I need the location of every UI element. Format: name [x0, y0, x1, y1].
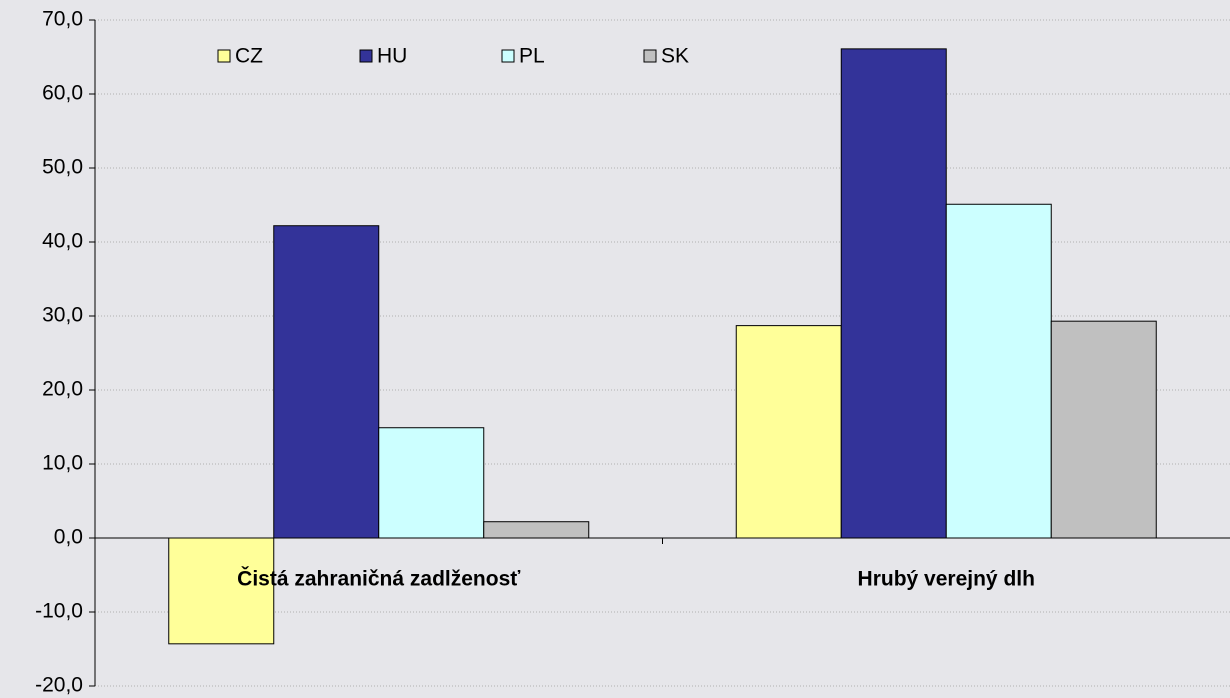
legend-label: PL [519, 45, 545, 68]
y-tick-label: 10,0 [42, 452, 83, 475]
y-tick-label: 20,0 [42, 378, 83, 401]
bar [735, 325, 842, 539]
y-tick-label: 70,0 [42, 8, 83, 31]
x-tick-label: Čistá zahraničná zadlženosť [237, 567, 521, 591]
bar [378, 427, 485, 539]
legend-label: CZ [235, 45, 263, 68]
y-tick-label: 60,0 [42, 82, 83, 105]
legend-label: HU [377, 45, 407, 68]
y-tick-label: 50,0 [42, 156, 83, 179]
y-tick-label: 40,0 [42, 230, 83, 253]
bar [483, 521, 590, 539]
y-tick-label: -10,0 [35, 600, 83, 623]
bar [840, 48, 947, 539]
bar [273, 225, 380, 539]
bar [168, 537, 275, 645]
legend-swatch [217, 49, 231, 63]
bar [1050, 320, 1157, 539]
x-tick-label: Hrubý verejný dlh [858, 568, 1035, 591]
bar [945, 203, 1052, 539]
legend-swatch [359, 49, 373, 63]
y-tick-label: 30,0 [42, 304, 83, 327]
y-tick-label: -20,0 [35, 674, 83, 697]
legend-swatch [501, 49, 515, 63]
y-tick-label: 0,0 [54, 526, 83, 549]
legend-label: SK [661, 45, 689, 68]
legend-swatch [643, 49, 657, 63]
